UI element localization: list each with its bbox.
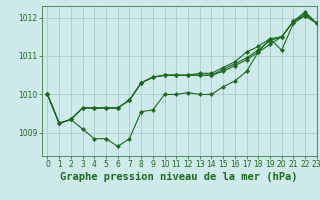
X-axis label: Graphe pression niveau de la mer (hPa): Graphe pression niveau de la mer (hPa) [60,172,298,182]
